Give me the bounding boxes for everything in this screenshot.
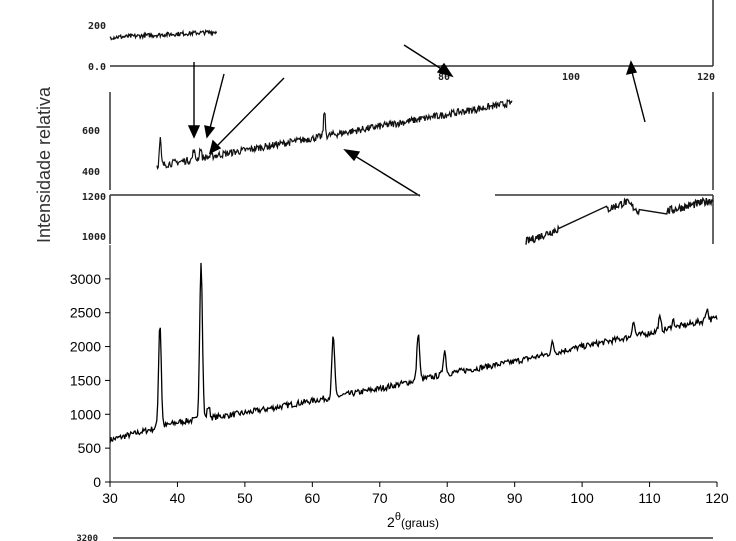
top-x-tick-label: 120	[697, 72, 715, 83]
y-tick-label: 1000	[70, 406, 101, 422]
middle-y-tick-label: 400	[82, 167, 100, 178]
x-tick-label: 40	[170, 490, 186, 506]
middle-y-tick-label: 600	[82, 126, 100, 137]
top-y-tick-label: 0.0	[88, 62, 106, 73]
main-plot-background	[110, 245, 717, 482]
y-tick-label: 3000	[70, 271, 101, 287]
x-tick-label: 50	[237, 490, 253, 506]
partial-y-tick-label: 1200	[82, 192, 106, 203]
top-x-tick-label: 80	[438, 72, 450, 83]
y-tick-label: 500	[78, 440, 102, 456]
arrow-6	[343, 149, 421, 197]
x-tick-label: 100	[570, 490, 594, 506]
y-tick-label: 1500	[70, 372, 101, 388]
x-tick-label: 30	[102, 490, 118, 506]
arrow-5	[625, 60, 646, 123]
x-tick-label: 110	[638, 490, 661, 506]
top-x-tick-label: 100	[562, 72, 580, 83]
main-x-axis-label: 2θ(graus)	[387, 511, 439, 530]
y-tick-label: 0	[93, 474, 101, 490]
main-chart: 30 40 50 60 70 80 90 100 110 120 0 500 1000 1500 2000 2…	[70, 245, 729, 530]
partial-y-tick-label: 1000	[82, 232, 106, 243]
footer-y-tick-label: 3200	[76, 534, 98, 541]
main-series-line	[109, 262, 718, 444]
middle-panel-trace	[156, 98, 513, 170]
x-tick-label: 120	[705, 490, 729, 506]
y-tick-label: 2500	[70, 305, 101, 321]
y-tick-label: 2000	[70, 339, 101, 355]
x-tick-label: 80	[439, 490, 455, 506]
x-tick-label: 90	[507, 490, 523, 506]
arrow-4	[403, 44, 454, 78]
y-axis-label: Intensidade relativa	[34, 86, 54, 243]
scanned-top-panel: 200 0.0 80 100 120	[88, 0, 715, 83]
top-panel-trace	[109, 28, 218, 41]
partial-panel-trace	[525, 196, 714, 245]
x-tick-label: 70	[372, 490, 388, 506]
annotation-arrows	[187, 44, 646, 197]
scanned-partial-panel: 1200 1000	[82, 192, 714, 245]
arrow-3	[208, 77, 285, 155]
x-tick-label: 60	[305, 490, 321, 506]
arrow-2	[204, 73, 225, 139]
arrow-1	[187, 62, 201, 139]
scanned-middle-panel: 600 400	[82, 92, 714, 190]
main-axis-ticks: 30 40 50 60 70 80 90 100 110 120 0 500 1000 1500 2000 2…	[70, 271, 729, 506]
scanned-footer-panel: 3200	[76, 534, 713, 541]
top-y-tick-label: 200	[88, 21, 106, 32]
